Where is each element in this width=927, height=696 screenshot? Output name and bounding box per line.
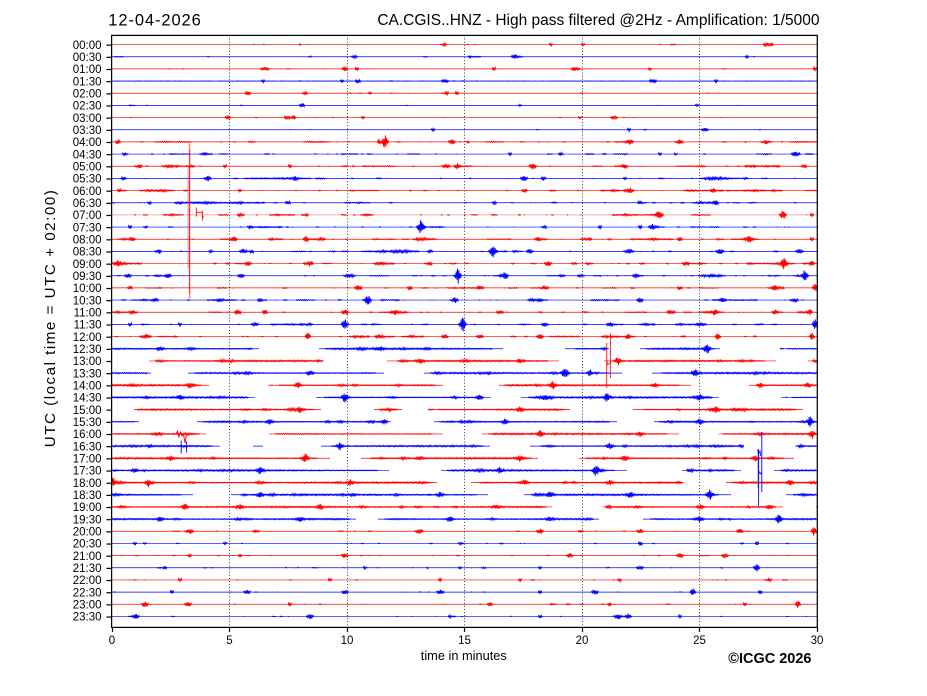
svg-text:11:00: 11:00 xyxy=(74,307,102,319)
svg-text:00:30: 00:30 xyxy=(73,52,102,64)
svg-text:02:30: 02:30 xyxy=(73,101,102,113)
svg-text:20:00: 20:00 xyxy=(73,526,102,538)
svg-text:09:00: 09:00 xyxy=(73,259,102,271)
svg-text:11:30: 11:30 xyxy=(74,320,102,332)
svg-text:08:00: 08:00 xyxy=(73,234,102,246)
svg-text:19:30: 19:30 xyxy=(73,514,102,526)
svg-text:10:30: 10:30 xyxy=(73,295,102,307)
svg-text:03:30: 03:30 xyxy=(73,125,102,137)
svg-text:17:00: 17:00 xyxy=(73,453,102,465)
svg-text:25: 25 xyxy=(693,635,706,647)
svg-text:06:30: 06:30 xyxy=(73,198,102,210)
svg-text:13:00: 13:00 xyxy=(73,356,102,368)
svg-text:01:00: 01:00 xyxy=(73,64,102,76)
svg-text:10: 10 xyxy=(341,635,354,647)
svg-text:21:30: 21:30 xyxy=(73,563,102,575)
svg-text:16:00: 16:00 xyxy=(73,429,102,441)
svg-text:05:30: 05:30 xyxy=(73,174,102,186)
svg-text:03:00: 03:00 xyxy=(73,113,102,125)
svg-text:22:00: 22:00 xyxy=(73,575,102,587)
svg-text:15:30: 15:30 xyxy=(73,417,102,429)
svg-text:05:00: 05:00 xyxy=(73,161,102,173)
svg-text:18:00: 18:00 xyxy=(73,478,102,490)
svg-text:23:00: 23:00 xyxy=(73,599,102,611)
svg-text:0: 0 xyxy=(109,635,115,647)
svg-text:10:00: 10:00 xyxy=(73,283,102,295)
svg-text:09:30: 09:30 xyxy=(73,271,102,283)
svg-text:15:00: 15:00 xyxy=(73,405,102,417)
svg-text:12:30: 12:30 xyxy=(73,344,102,356)
svg-text:23:30: 23:30 xyxy=(73,612,102,624)
svg-text:13:30: 13:30 xyxy=(73,368,102,380)
svg-text:UTC (local time = UTC + 02:00): UTC (local time = UTC + 02:00) xyxy=(42,189,59,448)
svg-text:04:00: 04:00 xyxy=(73,137,102,149)
svg-text:08:30: 08:30 xyxy=(73,247,102,259)
svg-text:00:00: 00:00 xyxy=(73,40,102,52)
svg-text:20: 20 xyxy=(576,635,589,647)
svg-text:18:30: 18:30 xyxy=(73,490,102,502)
svg-text:14:00: 14:00 xyxy=(73,380,102,392)
svg-text:time in minutes: time in minutes xyxy=(421,648,507,663)
svg-text:12-04-2026: 12-04-2026 xyxy=(108,11,201,29)
svg-text:20:30: 20:30 xyxy=(73,539,102,551)
svg-text:02:00: 02:00 xyxy=(73,88,102,100)
svg-text:22:30: 22:30 xyxy=(73,587,102,599)
svg-text:04:30: 04:30 xyxy=(73,149,102,161)
svg-text:5: 5 xyxy=(226,635,232,647)
svg-text:07:30: 07:30 xyxy=(73,222,102,234)
svg-text:01:30: 01:30 xyxy=(73,76,102,88)
svg-text:15: 15 xyxy=(458,635,471,647)
svg-text:16:30: 16:30 xyxy=(73,441,102,453)
svg-text:12:00: 12:00 xyxy=(73,332,102,344)
svg-text:17:30: 17:30 xyxy=(73,466,102,478)
svg-text:30: 30 xyxy=(811,635,824,647)
svg-text:14:30: 14:30 xyxy=(73,393,102,405)
svg-text:19:00: 19:00 xyxy=(73,502,102,514)
svg-text:©ICGC 2026: ©ICGC 2026 xyxy=(728,651,811,667)
svg-text:07:00: 07:00 xyxy=(73,210,102,222)
svg-text:06:00: 06:00 xyxy=(73,186,102,198)
svg-text:CA.CGIS..HNZ - High pass filte: CA.CGIS..HNZ - High pass filtered @2Hz -… xyxy=(377,12,820,29)
svg-text:21:00: 21:00 xyxy=(73,551,102,563)
